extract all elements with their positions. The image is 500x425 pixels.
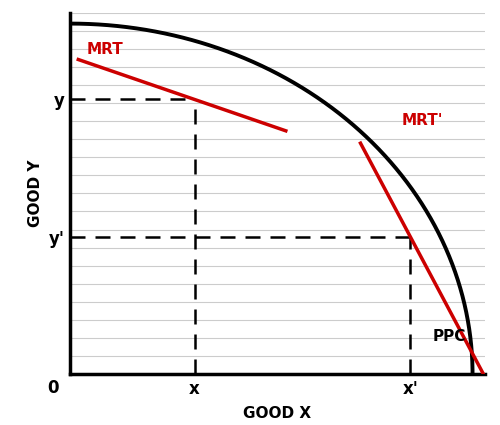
X-axis label: GOOD X: GOOD X: [244, 406, 312, 421]
Text: 0: 0: [48, 380, 59, 397]
Y-axis label: GOOD Y: GOOD Y: [28, 160, 43, 227]
Text: MRT: MRT: [86, 42, 124, 57]
Text: PPC: PPC: [433, 329, 466, 345]
Text: MRT': MRT': [402, 113, 444, 128]
